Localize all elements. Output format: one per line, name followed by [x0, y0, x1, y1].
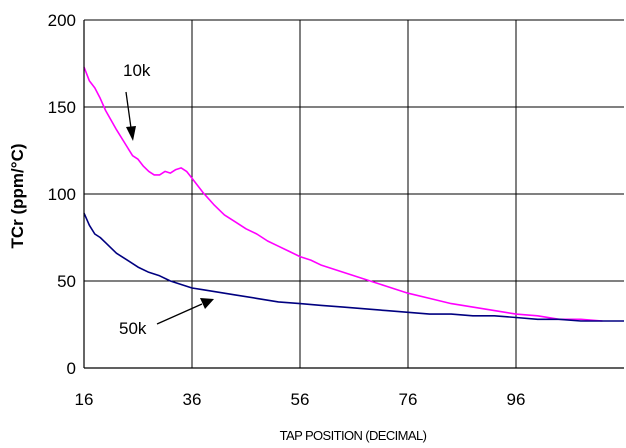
grid-lines [84, 20, 624, 368]
series-line-10k [83, 66, 603, 322]
x-tick-label-76: 76 [399, 390, 418, 409]
x-axis-label: TAP POSITION (DECIMAL) [280, 428, 427, 443]
x-tick-labels: 16 36 56 76 96 [75, 390, 526, 409]
x-tick-label-56: 56 [291, 390, 310, 409]
plot-frame [83, 19, 624, 369]
arrow-50k [156, 298, 214, 325]
x-tick-label-36: 36 [183, 390, 202, 409]
y-tick-labels: 0 50 100 150 200 [48, 11, 76, 378]
x-tick-label-96: 96 [507, 390, 526, 409]
y-tick-label-200: 200 [48, 11, 76, 30]
series-line-50k [83, 212, 624, 322]
y-tick-label-100: 100 [48, 185, 76, 204]
arrow-10k [125, 91, 136, 141]
series-group [83, 66, 624, 322]
annotation-10k: 10k [123, 61, 151, 80]
x-tick-label-16: 16 [75, 390, 94, 409]
annotation-50k: 50k [119, 319, 147, 338]
y-axis-label: TCr (ppm/°C) [8, 143, 27, 248]
y-tick-label-150: 150 [48, 98, 76, 117]
y-tick-label-50: 50 [57, 272, 76, 291]
y-tick-label-0: 0 [67, 359, 76, 378]
